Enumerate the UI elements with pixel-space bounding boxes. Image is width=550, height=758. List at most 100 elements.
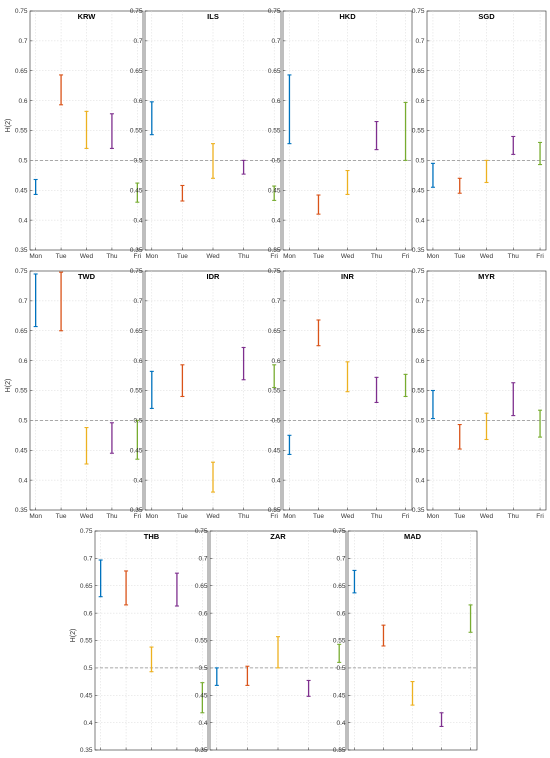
x-tick-label: Tue	[454, 513, 465, 520]
panel-ils: 0.35 0.4 0.45 0.5 0.55 0.6 0.65 0.7 0.75 Mon Tue We…	[130, 8, 282, 260]
y-tick-label: 0.35	[80, 747, 93, 754]
y-tick-label: 0.75	[130, 8, 143, 15]
panel-idr: 0.35 0.4 0.45 0.5 0.55 0.6 0.65 0.7 0.75 Mon Tue We…	[130, 268, 282, 520]
panel-title: IDR	[207, 272, 221, 281]
y-tick-label: 0.5	[83, 665, 92, 672]
error-bar-tue	[316, 194, 321, 215]
y-tick-label: 0.7	[18, 38, 27, 45]
panel-title: ZAR	[270, 532, 286, 541]
y-tick-label: 0.35	[268, 507, 281, 514]
y-tick-label: 0.6	[18, 98, 27, 105]
x-tick-label: Wed	[206, 513, 220, 520]
error-bar-wed	[410, 681, 415, 706]
error-bar-thu	[241, 159, 246, 175]
y-tick-label: 0.55	[130, 388, 143, 395]
error-bar-wed	[84, 110, 89, 149]
error-bar-thu	[374, 376, 379, 404]
y-tick-label: 0.75	[412, 8, 425, 15]
error-bar-thu	[109, 113, 114, 149]
panel-title: INR	[341, 272, 355, 281]
error-bar-fri	[538, 409, 543, 438]
x-tick-label: Fri	[270, 253, 278, 260]
y-tick-label: 0.7	[415, 298, 424, 305]
y-tick-label: 0.55	[268, 388, 281, 395]
y-tick-label: 0.6	[133, 98, 142, 105]
y-tick-label: 0.45	[412, 447, 425, 454]
y-tick-label: 0.45	[195, 692, 208, 699]
panel-krw: 0.35 0.4 0.45 0.5 0.55 0.6 0.65 0.7 0.75 Mon Tue We…	[5, 8, 144, 260]
panel-title: THB	[144, 532, 160, 541]
x-tick-label: Wed	[480, 513, 494, 520]
error-bar-wed	[211, 143, 215, 179]
panel-title: HKD	[339, 12, 356, 21]
y-tick-label: 0.55	[268, 128, 281, 135]
error-bar-fri	[403, 101, 408, 161]
error-bar-mon	[149, 370, 154, 409]
x-tick-label: Fri	[134, 253, 142, 260]
y-tick-label: 0.65	[412, 328, 425, 335]
y-tick-label: 0.4	[271, 217, 280, 224]
panel-title: MAD	[404, 532, 422, 541]
y-tick-label: 0.65	[130, 68, 143, 75]
y-tick-label: 0.35	[15, 507, 28, 514]
x-tick-label: Tue	[56, 253, 67, 260]
error-bar-tue	[59, 74, 64, 106]
y-tick-label: 0.55	[15, 388, 28, 395]
x-tick-label: Wed	[341, 513, 355, 520]
y-tick-label: 0.65	[15, 68, 28, 75]
x-tick-label: Fri	[402, 253, 410, 260]
x-tick-label: Thu	[238, 253, 250, 260]
panel-title: SGD	[478, 12, 495, 21]
y-tick-label: 0.4	[18, 477, 27, 484]
y-tick-label: 0.5	[133, 418, 142, 425]
error-bar-fri	[337, 643, 342, 663]
y-tick-label: 0.75	[80, 528, 93, 535]
error-bar-thu	[241, 346, 246, 381]
y-tick-label: 0.4	[18, 217, 27, 224]
y-tick-label: 0.5	[18, 158, 27, 165]
panel-axes-box	[426, 10, 547, 251]
y-tick-label: 0.75	[268, 8, 281, 15]
error-bar-tue	[180, 184, 185, 202]
y-tick-label: 0.6	[415, 98, 424, 105]
error-bar-mon	[98, 559, 103, 598]
error-bar-wed	[345, 169, 350, 195]
x-tick-label: Wed	[206, 253, 220, 260]
y-tick-label: 0.35	[195, 747, 208, 754]
y-tick-label: 0.35	[412, 507, 425, 514]
y-tick-label: 0.65	[412, 68, 425, 75]
y-tick-label: 0.55	[195, 638, 208, 645]
error-bar-tue	[381, 624, 386, 647]
error-bar-thu	[511, 382, 516, 417]
error-bar-tue	[59, 271, 64, 332]
y-tick-label: 0.5	[18, 418, 27, 425]
y-tick-label: 0.45	[130, 447, 143, 454]
y-tick-label: 0.55	[80, 638, 93, 645]
x-tick-label: Fri	[134, 513, 142, 520]
x-tick-label: Mon	[283, 253, 296, 260]
x-tick-label: Wed	[341, 253, 355, 260]
error-bar-wed	[84, 426, 89, 465]
y-tick-label: 0.45	[80, 692, 93, 699]
y-tick-label: 0.7	[18, 298, 27, 305]
x-tick-label: Tue	[313, 513, 324, 520]
y-tick-label: 0.35	[15, 247, 28, 254]
error-bar-mon	[33, 178, 38, 195]
x-tick-label: Tue	[313, 253, 324, 260]
error-bar-mon	[430, 389, 435, 420]
y-tick-label: 0.45	[268, 447, 281, 454]
error-bar-fri	[272, 364, 277, 389]
y-tick-label: 0.35	[130, 507, 143, 514]
x-tick-label: Wed	[80, 253, 94, 260]
error-bar-tue	[180, 364, 185, 398]
y-tick-label: 0.55	[412, 128, 425, 135]
y-tick-label: 0.65	[333, 583, 346, 590]
error-bar-fri	[403, 373, 408, 398]
x-tick-label: Thu	[238, 513, 250, 520]
error-bar-fri	[468, 604, 473, 633]
y-tick-label: 0.55	[333, 638, 346, 645]
y-tick-label: 0.75	[333, 528, 346, 535]
y-tick-label: 0.5	[415, 158, 424, 165]
error-bar-fri	[538, 141, 543, 166]
error-bar-fri	[200, 682, 205, 714]
